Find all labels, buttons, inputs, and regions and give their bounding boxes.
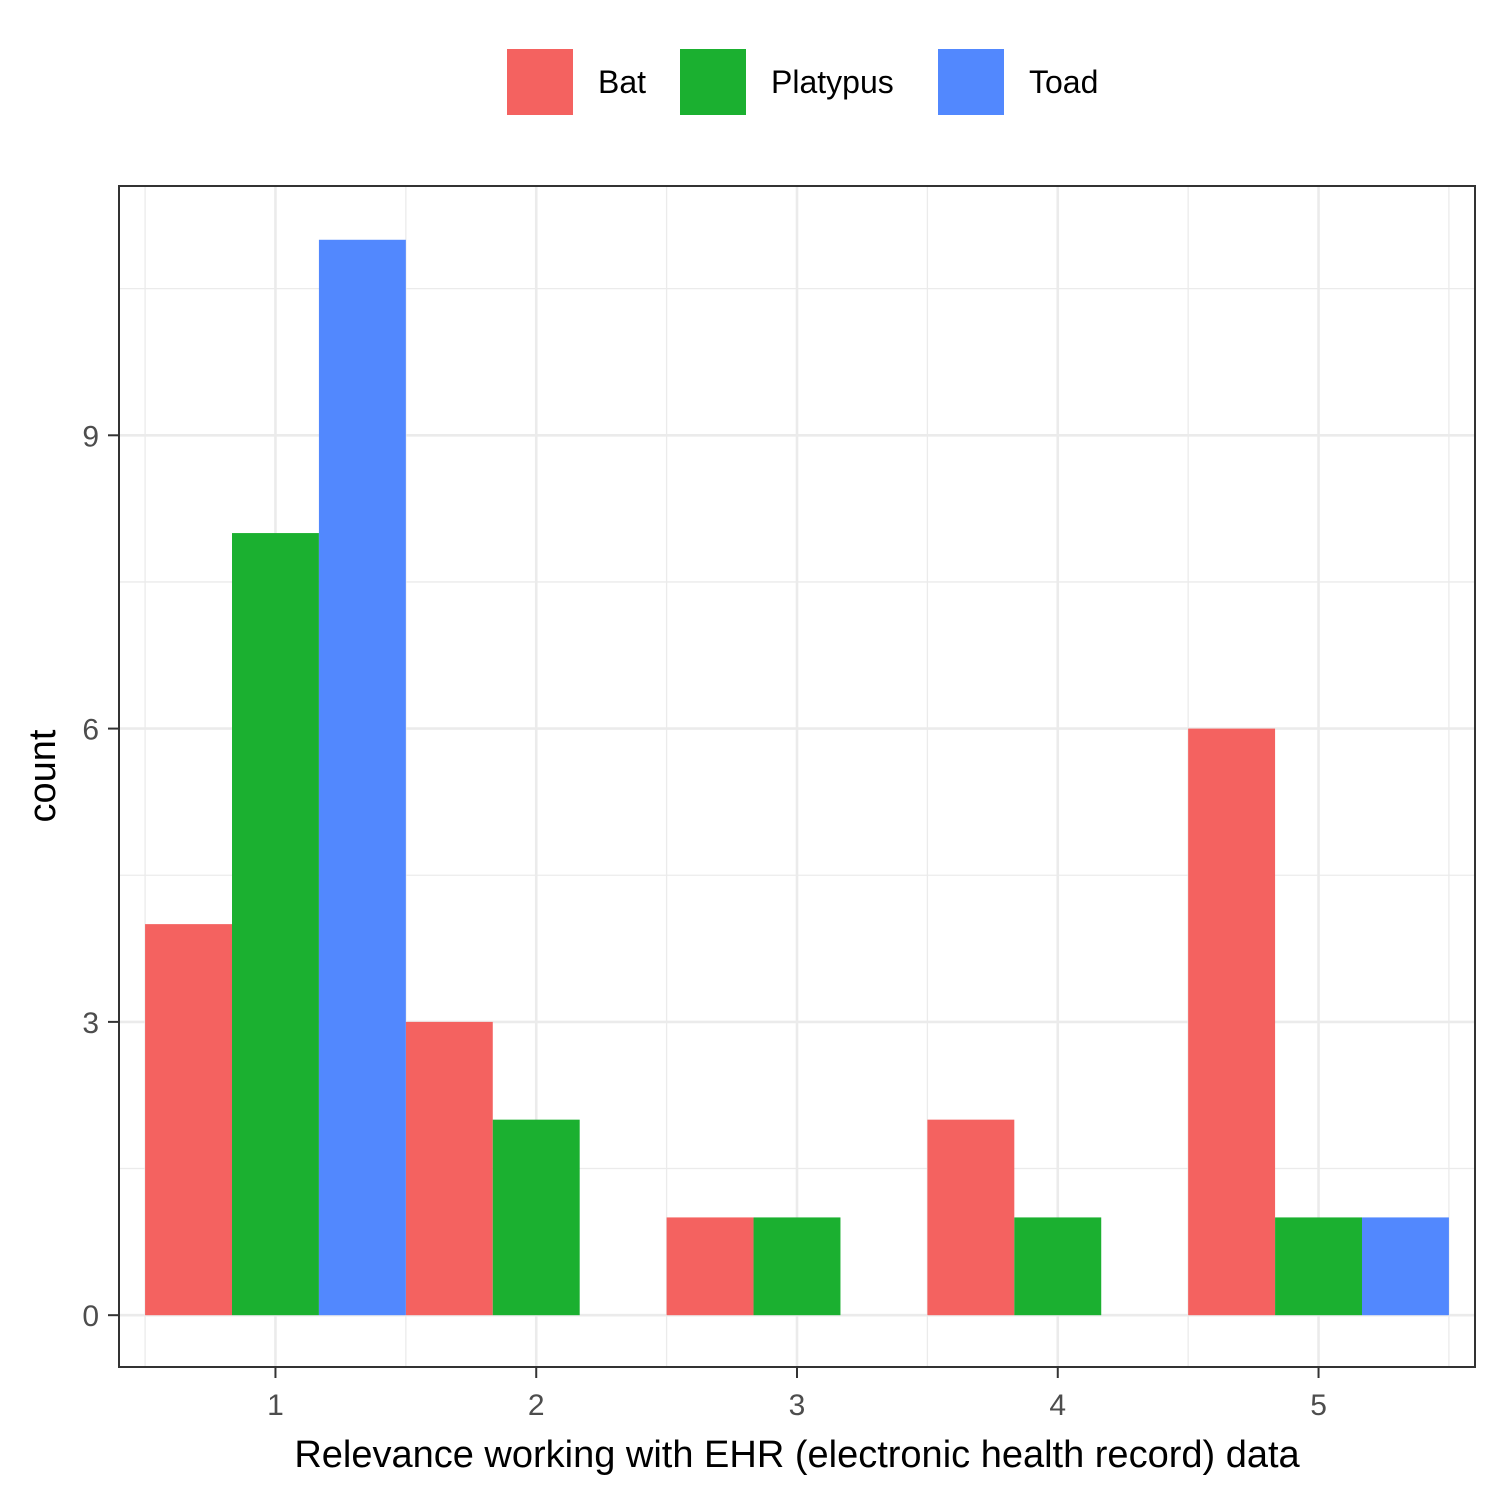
legend-key-toad (938, 49, 1004, 115)
bar-platypus-2 (492, 1119, 580, 1316)
legend-label-platypus: Platypus (771, 64, 894, 100)
y-axis-title: count (22, 729, 64, 822)
bar-toad-1 (318, 239, 406, 1316)
bar-bat-2 (405, 1021, 493, 1316)
bar-platypus-5 (1275, 1217, 1362, 1316)
legend-label-bat: Bat (598, 64, 646, 100)
bars (145, 239, 1449, 1316)
bar-bat-1 (145, 924, 232, 1316)
legend-key-bat (507, 49, 573, 115)
bar-platypus-3 (753, 1217, 841, 1316)
x-tick-label: 2 (528, 1389, 545, 1422)
bar-toad-5 (1362, 1217, 1449, 1316)
x-tick-label: 1 (267, 1389, 284, 1422)
bar-bat-5 (1188, 728, 1276, 1316)
bar-bat-3 (666, 1217, 754, 1316)
legend-label-toad: Toad (1029, 64, 1098, 100)
bar-bat-4 (927, 1119, 1015, 1316)
x-tick-label: 4 (1049, 1389, 1066, 1422)
bar-platypus-1 (232, 533, 319, 1316)
y-tick-label: 9 (82, 420, 99, 453)
x-tick-label: 3 (789, 1389, 806, 1422)
x-tick-label: 5 (1310, 1389, 1327, 1422)
y-tick-label: 0 (82, 1300, 99, 1333)
y-tick-label: 3 (82, 1007, 99, 1040)
y-tick-label: 6 (82, 714, 99, 747)
legend-key-platypus (680, 49, 746, 115)
x-axis-title: Relevance working with EHR (electronic h… (294, 1434, 1300, 1476)
legend: Bat Platypus Toad (507, 49, 1098, 115)
bar-platypus-4 (1014, 1217, 1102, 1316)
